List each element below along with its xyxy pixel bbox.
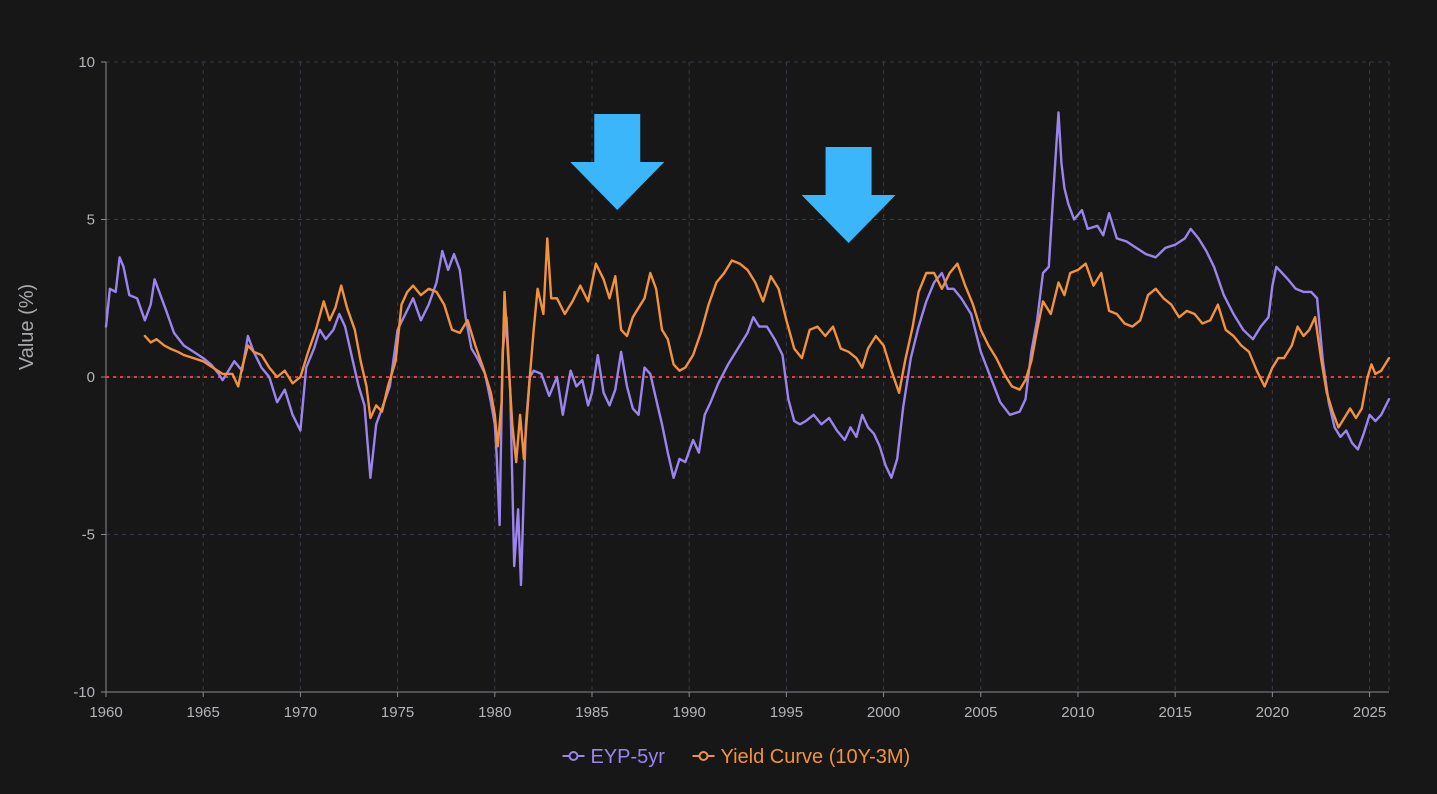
legend: EYP-5yr Yield Curve (10Y-3M): [562, 746, 911, 768]
x-tick-label: 1960: [89, 704, 122, 721]
x-tick-label: 2015: [1158, 704, 1191, 721]
legend-label-eyp-5yr: EYP-5yr: [591, 746, 666, 768]
down-arrow-annotation: [801, 147, 896, 243]
x-tick-label: 2025: [1353, 704, 1386, 721]
x-tick-label: 2010: [1061, 704, 1094, 721]
x-tick-label: 1975: [381, 704, 414, 721]
annotations: [570, 114, 896, 243]
x-tick-label: 2005: [964, 704, 997, 721]
y-tick-label: 0: [87, 369, 95, 386]
x-tick-label: 1980: [478, 704, 511, 721]
x-tick-label: 1995: [770, 704, 803, 721]
x-tick-label: 1970: [284, 704, 317, 721]
y-tick-label: -10: [73, 684, 95, 701]
x-tick-label: 2020: [1256, 704, 1289, 721]
series-line-yield-curve: [143, 237, 1391, 464]
y-axis-title: Value (%): [16, 284, 38, 370]
y-tick-label: -5: [82, 527, 95, 544]
y-tick-label: 5: [87, 212, 95, 229]
x-tick-label: 1990: [672, 704, 705, 721]
legend-label-yield-curve: Yield Curve (10Y-3M): [721, 746, 911, 768]
down-arrow-annotation: [570, 114, 665, 210]
axes: 1960 1965 1970 1975 1980 1985 1990 1995 2000 2005…: [16, 54, 1389, 721]
x-tick-label: 1965: [187, 704, 220, 721]
series-layer: [104, 111, 1391, 587]
series-line-eyp-5yr: [104, 111, 1391, 587]
grid: [105, 61, 1390, 693]
x-tick-label: 2000: [867, 704, 900, 721]
x-tick-label: 1985: [575, 704, 608, 721]
y-tick-label: 10: [78, 54, 95, 71]
legend-marker-dot: [698, 751, 709, 761]
legend-marker-dot: [568, 751, 579, 761]
